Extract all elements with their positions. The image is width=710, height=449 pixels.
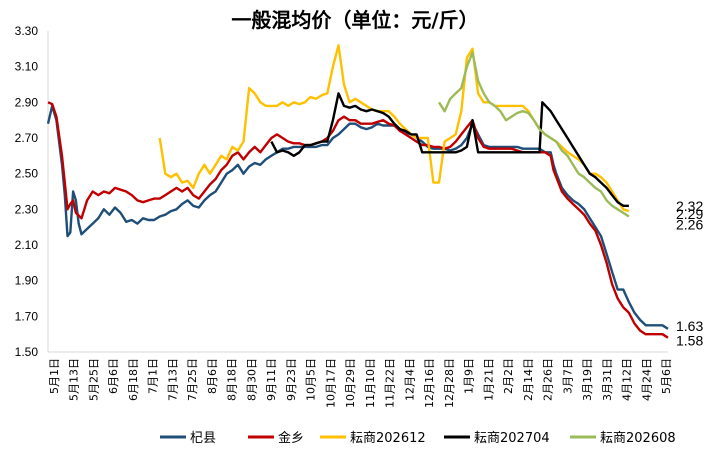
x-tick-label: 8月6日 bbox=[206, 358, 219, 394]
legend-label: 金乡 bbox=[278, 430, 304, 446]
y-tick-labels: 1.50 1.70 1.90 2.10 2.30 2.50 2.70 2.90 3.10 3.30 bbox=[15, 24, 39, 359]
x-tick-label: 2月2日 bbox=[502, 358, 515, 394]
x-tick-label: 3月31日 bbox=[601, 358, 614, 401]
x-tick-label: 5月1日 bbox=[48, 358, 61, 394]
series-line bbox=[46, 104, 669, 330]
y-tick-label: 3.10 bbox=[15, 60, 39, 74]
series-line bbox=[158, 44, 630, 213]
x-tick-label: 4月24日 bbox=[640, 358, 653, 401]
series-line bbox=[270, 92, 629, 207]
y-tick-label: 1.70 bbox=[15, 309, 39, 323]
x-tick-label: 5月13日 bbox=[68, 358, 81, 401]
x-tick-label: 12月16日 bbox=[423, 358, 436, 408]
y-tick-label: 3.30 bbox=[15, 24, 39, 38]
x-tick-label: 1月9日 bbox=[463, 358, 476, 394]
x-tick-label: 10月5日 bbox=[305, 358, 318, 401]
y-tick-label: 2.30 bbox=[15, 202, 39, 216]
end-value-label: 2.26 bbox=[676, 216, 703, 232]
end-value-label: 2.32 bbox=[676, 198, 703, 214]
legend-label: 杞县 bbox=[190, 431, 216, 446]
y-tick-label: 1.90 bbox=[15, 274, 39, 288]
y-tick-label: 1.50 bbox=[15, 345, 39, 359]
end-value-label: 2.29 bbox=[676, 206, 703, 222]
x-tick-label: 11月22日 bbox=[384, 358, 397, 408]
y-tick-label: 2.50 bbox=[15, 167, 39, 181]
y-tick-label: 2.90 bbox=[15, 95, 39, 109]
x-tick-label: 7月13日 bbox=[166, 358, 179, 401]
legend-label: 耘商202704 bbox=[474, 431, 550, 446]
x-tick-label: 9月11日 bbox=[265, 358, 278, 401]
x-tick-label: 2月26日 bbox=[542, 358, 555, 401]
x-tick-label: 1月21日 bbox=[482, 358, 495, 401]
x-tick-label: 10月17日 bbox=[324, 358, 337, 408]
x-tick-label: 6月6日 bbox=[107, 358, 120, 394]
x-tick-label: 7月1日 bbox=[147, 358, 160, 394]
x-tick-label: 7月25日 bbox=[186, 358, 199, 401]
x-tick-label: 3月7日 bbox=[561, 358, 574, 394]
end-value-label: 1.58 bbox=[676, 333, 703, 349]
x-tick-labels: 5月1日 5月13日 5月25日 6月6日 6月18日 7月1日 7月13日 7月25日 8月6… bbox=[48, 358, 673, 408]
y-tick-label: 2.70 bbox=[15, 131, 39, 145]
x-tick-label: 6月18日 bbox=[127, 358, 140, 401]
series-line bbox=[47, 101, 669, 339]
x-tick-label: 8月18日 bbox=[226, 358, 239, 401]
legend: 杞县 金乡 耘商202612 耘商202704 耘商202608 bbox=[160, 430, 676, 446]
series-line bbox=[437, 51, 630, 218]
x-tick-label: 3月19日 bbox=[581, 358, 594, 401]
legend-label: 耘商202608 bbox=[600, 431, 676, 446]
x-tick-label: 5月25日 bbox=[87, 358, 100, 401]
end-value-labels: 2.322.292.26 1.631.58 bbox=[676, 198, 703, 349]
x-tick-label: 12月4日 bbox=[403, 358, 416, 401]
x-tick-label: 5月6日 bbox=[660, 358, 673, 394]
end-value-label: 1.63 bbox=[676, 318, 703, 334]
legend-label: 耘商202612 bbox=[350, 431, 426, 446]
series-lines bbox=[46, 44, 669, 339]
chart-title: 一般混均价（单位：元/斤） bbox=[231, 8, 478, 32]
x-tick-label: 10月29日 bbox=[344, 358, 357, 408]
x-tick-label: 8月30日 bbox=[245, 358, 258, 401]
y-tick-label: 2.10 bbox=[15, 238, 39, 252]
x-tick-label: 12月28日 bbox=[443, 358, 456, 408]
x-tick-label: 11月10日 bbox=[364, 358, 377, 408]
x-tick-label: 4月12日 bbox=[621, 358, 634, 401]
x-tick-label: 9月23日 bbox=[285, 358, 298, 401]
x-tick-label: 2月14日 bbox=[522, 358, 535, 401]
